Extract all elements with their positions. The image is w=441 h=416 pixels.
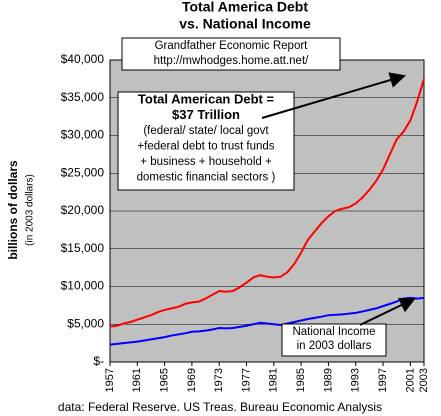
y-tick-label: $20,000: [61, 203, 105, 217]
x-tick-label: 1977: [240, 368, 252, 392]
chart-title: Total America Debt: [182, 0, 308, 15]
annotation-text: $37 Trillion: [172, 107, 240, 122]
annotation-text: National Income: [292, 326, 375, 338]
y-tick-label: $35,000: [61, 90, 105, 104]
y-axis-note: (in 2003 dollars): [25, 174, 36, 246]
y-tick-label: $15,000: [61, 241, 105, 255]
x-tick-label: 1965: [159, 368, 171, 392]
annotation-text: +federal debt to trust funds: [137, 141, 274, 153]
y-tick-label: $30,000: [61, 128, 105, 142]
x-tick-label: 1961: [131, 368, 143, 392]
series-line: [109, 296, 425, 346]
source-note: data: Federal Reserve. US Treas. Bureau …: [58, 400, 382, 414]
x-tick-label: 1993: [350, 368, 362, 392]
x-tick-label: 1989: [322, 368, 334, 392]
arrow: [261, 72, 406, 119]
y-axis-label: billions of dollars: [6, 160, 20, 260]
annotation-box: [121, 37, 341, 71]
y-tick-label: $-: [93, 354, 104, 368]
annotation-text: in 2003 dollars: [297, 340, 372, 352]
x-tick-label: 2003: [418, 368, 430, 392]
chart-title: vs. National Income: [179, 16, 311, 32]
x-tick-label: 1973: [213, 368, 225, 392]
x-tick-label: 1981: [268, 368, 280, 392]
y-tick-label: $40,000: [61, 52, 105, 66]
annotation-text: (federal/ state/ local govt: [143, 125, 269, 137]
x-tick-label: 2001: [404, 368, 416, 392]
annotation-text: Grandfather Economic Report: [155, 40, 309, 52]
annotation-text: domestic financial sectors ): [137, 172, 276, 184]
annotation-box: [281, 323, 387, 357]
x-tick-label: 1997: [377, 368, 389, 392]
annotation-text: + business + household +: [140, 156, 272, 168]
annotation-box: [117, 91, 295, 191]
series-line: [109, 78, 425, 328]
y-tick-label: $10,000: [61, 279, 105, 293]
x-tick-label: 1985: [295, 368, 307, 392]
y-tick-label: $25,000: [61, 165, 105, 179]
x-tick-label: 1957: [104, 368, 116, 392]
x-tick-label: 1969: [186, 368, 198, 392]
annotation-text: Total American Debt =: [138, 91, 275, 106]
arrow: [359, 297, 416, 326]
annotation-text: http://mwhodges.home.att.net/: [154, 55, 310, 67]
y-tick-label: $5,000: [67, 316, 104, 330]
